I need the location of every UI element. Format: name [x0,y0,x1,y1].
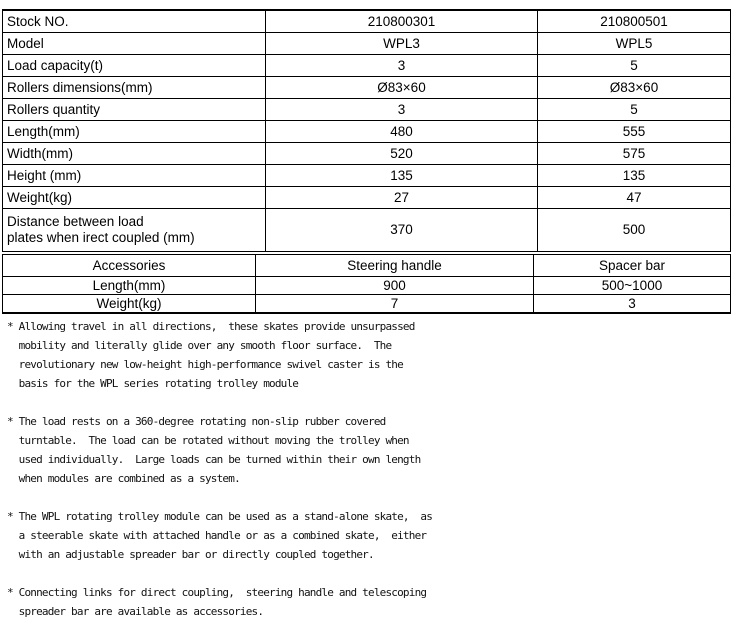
load-capacity-wpl3: 3 [265,54,538,77]
row-label-rollers-dimensions: Rollers dimensions(mm) [2,76,266,99]
load-capacity-wpl5: 5 [537,54,731,77]
acc-length-steering: 900 [255,276,534,295]
row-label-model: Model [2,32,266,55]
width-wpl3: 520 [265,142,538,165]
width-wpl5: 575 [537,142,731,165]
stock-no-wpl5: 210800501 [537,9,731,33]
row-label-stock-no: Stock NO. [2,9,266,33]
weight-wpl5: 47 [537,186,731,209]
acc-row-label-weight: Weight(kg) [2,294,256,314]
row-label-rollers-quantity: Rollers quantity [2,98,266,121]
table-row: Model WPL3 WPL5 [2,32,731,55]
note-paragraph-accessories: * Connecting links for direct coupling, … [7,586,427,618]
rollers-dimensions-wpl3: Ø83×60 [265,76,538,99]
length-wpl3: 480 [265,120,538,143]
table-row: Width(mm) 520 575 [2,142,731,165]
distance-wpl3: 370 [265,208,538,252]
table-row: Weight(kg) 7 3 [2,294,731,314]
table-row: Rollers dimensions(mm) Ø83×60 Ø83×60 [2,76,731,99]
acc-length-spacer: 500~1000 [533,276,731,295]
table-row: Distance between load plates when irect … [2,208,731,252]
spec-sheet: Stock NO. 210800301 210800501 Model WPL3… [0,9,731,626]
row-label-height: Height (mm) [2,164,266,187]
acc-weight-steering: 7 [255,294,534,314]
row-label-distance-between-load-plates: Distance between load plates when irect … [2,208,266,252]
note-paragraph-turntable: * The load rests on a 360-degree rotatin… [7,415,421,485]
height-wpl5: 135 [537,164,731,187]
row-label-weight: Weight(kg) [2,186,266,209]
accessories-header: Accessories [2,254,256,277]
table-row: Rollers quantity 3 5 [2,98,731,121]
table-row: Accessories Steering handle Spacer bar [2,254,731,277]
table-row: Length(mm) 480 555 [2,120,731,143]
model-wpl5: WPL5 [537,32,731,55]
spec-table: Stock NO. 210800301 210800501 Model WPL3… [2,9,731,252]
acc-weight-spacer: 3 [533,294,731,314]
rollers-dimensions-wpl5: Ø83×60 [537,76,731,99]
table-row: Stock NO. 210800301 210800501 [2,9,731,33]
table-row: Weight(kg) 27 47 [2,186,731,209]
model-wpl3: WPL3 [265,32,538,55]
table-row: Height (mm) 135 135 [2,164,731,187]
acc-row-label-length: Length(mm) [2,276,256,295]
accessory-steering-handle: Steering handle [255,254,534,277]
height-wpl3: 135 [265,164,538,187]
rollers-quantity-wpl5: 5 [537,98,731,121]
distance-wpl5: 500 [537,208,731,252]
accessories-table: Accessories Steering handle Spacer bar L… [2,254,731,314]
rollers-quantity-wpl3: 3 [265,98,538,121]
row-label-length: Length(mm) [2,120,266,143]
row-label-load-capacity: Load capacity(t) [2,54,266,77]
table-row: Length(mm) 900 500~1000 [2,276,731,295]
note-paragraph-mobility: * Allowing travel in all directions, the… [7,320,415,390]
weight-wpl3: 27 [265,186,538,209]
stock-no-wpl3: 210800301 [265,9,538,33]
table-row: Load capacity(t) 3 5 [2,54,731,77]
length-wpl5: 555 [537,120,731,143]
accessory-spacer-bar: Spacer bar [533,254,731,277]
row-label-width: Width(mm) [2,142,266,165]
note-paragraph-usage-modes: * The WPL rotating trolley module can be… [7,510,433,561]
product-notes: * Allowing travel in all directions, the… [7,317,731,621]
